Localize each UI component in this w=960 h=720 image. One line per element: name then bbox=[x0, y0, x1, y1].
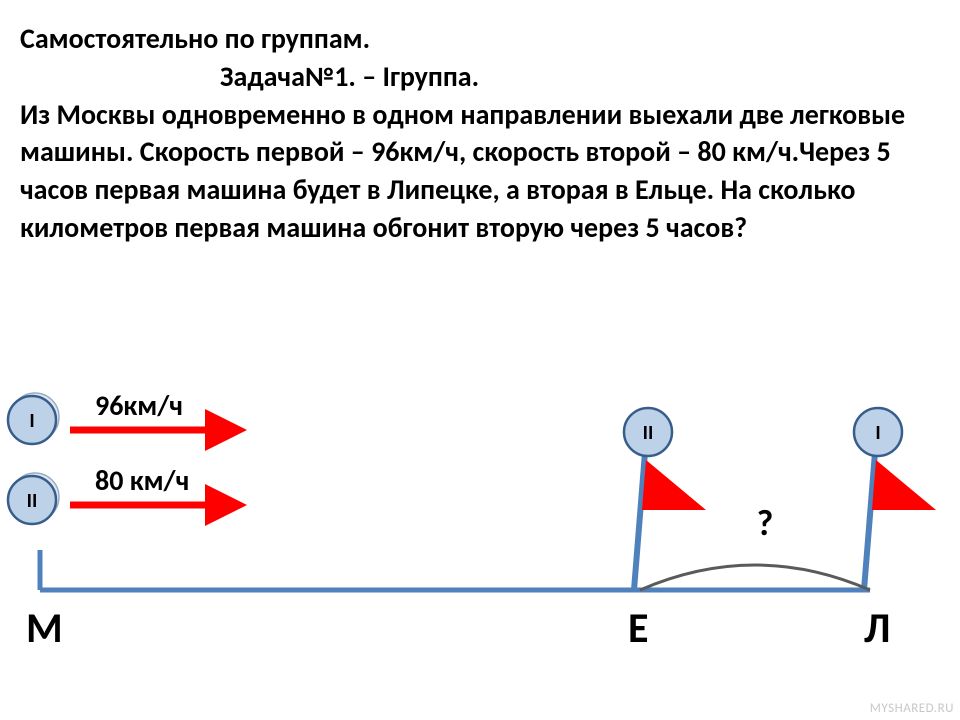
marker-II-left-label: II bbox=[27, 489, 38, 513]
flag-E-pole bbox=[634, 440, 646, 590]
marker-II-right-label: II bbox=[643, 421, 654, 445]
problem-line2: Задача№1. – Iгруппа. bbox=[20, 58, 920, 96]
watermark: MYSHARED.RU bbox=[870, 701, 954, 716]
point-E: Е bbox=[628, 603, 649, 654]
flag-L-flag bbox=[872, 460, 936, 510]
problem-text: Самостоятельно по группам. Задача№1. – I… bbox=[20, 20, 920, 247]
speed1-label: 96км/ч bbox=[95, 388, 183, 423]
flag-L-pole bbox=[864, 440, 876, 590]
problem-line1: Самостоятельно по группам. bbox=[20, 20, 920, 58]
problem-body: Из Москвы одновременно в одном направлен… bbox=[20, 96, 920, 247]
speed2-label: 80 км/ч bbox=[95, 463, 189, 498]
marker-I-right-label: I bbox=[875, 421, 880, 445]
marker-I-left-label: I bbox=[29, 409, 34, 433]
flag-E-flag bbox=[642, 460, 706, 510]
distance-arc bbox=[640, 565, 870, 590]
point-L: Л bbox=[864, 603, 890, 654]
problem-diagram: ?96км/ч80 км/чIIIIIIМЕЛ bbox=[0, 370, 960, 680]
point-M: М bbox=[26, 603, 63, 654]
question-mark: ? bbox=[757, 501, 774, 545]
